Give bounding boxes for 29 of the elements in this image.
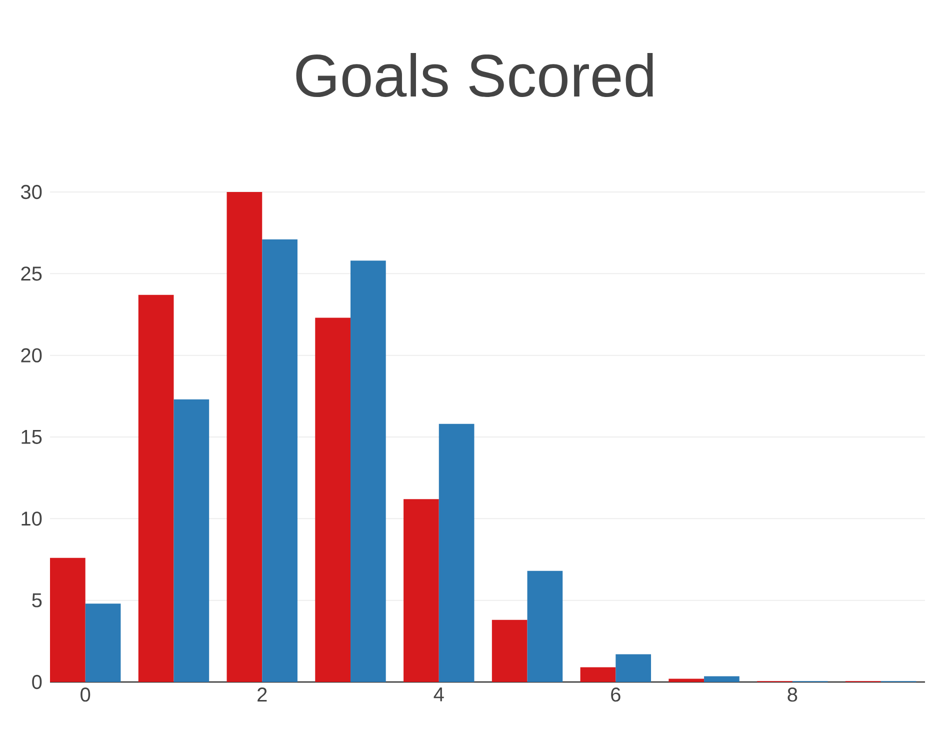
bar (138, 294, 174, 682)
bar (668, 678, 704, 682)
bar (315, 318, 351, 682)
y-tick-label: 0 (32, 674, 42, 690)
y-tick-label: 25 (21, 266, 42, 281)
x-tick-label: 6 (611, 688, 620, 702)
y-tick-label: 5 (32, 593, 42, 608)
bar (704, 676, 740, 682)
bar (527, 570, 563, 682)
y-tick-label: 30 (20, 184, 42, 200)
bar (616, 654, 652, 682)
x-tick-label: 4 (434, 688, 444, 702)
bar (404, 499, 439, 682)
bar (226, 192, 262, 682)
bar (492, 620, 528, 682)
x-tick-label: 2 (258, 688, 267, 702)
bar (580, 667, 616, 682)
y-tick-label: 15 (22, 430, 42, 444)
bar (50, 558, 86, 682)
x-tick-label: 0 (80, 688, 90, 702)
bar (85, 604, 121, 682)
bar (350, 260, 386, 682)
y-tick-label: 10 (22, 512, 42, 526)
bar (262, 239, 298, 682)
chart-title: Goals Scored (296, 52, 653, 98)
bar (438, 424, 474, 682)
y-tick-label: 20 (21, 348, 42, 362)
bar (174, 399, 210, 682)
x-tick-label: 8 (788, 688, 798, 702)
